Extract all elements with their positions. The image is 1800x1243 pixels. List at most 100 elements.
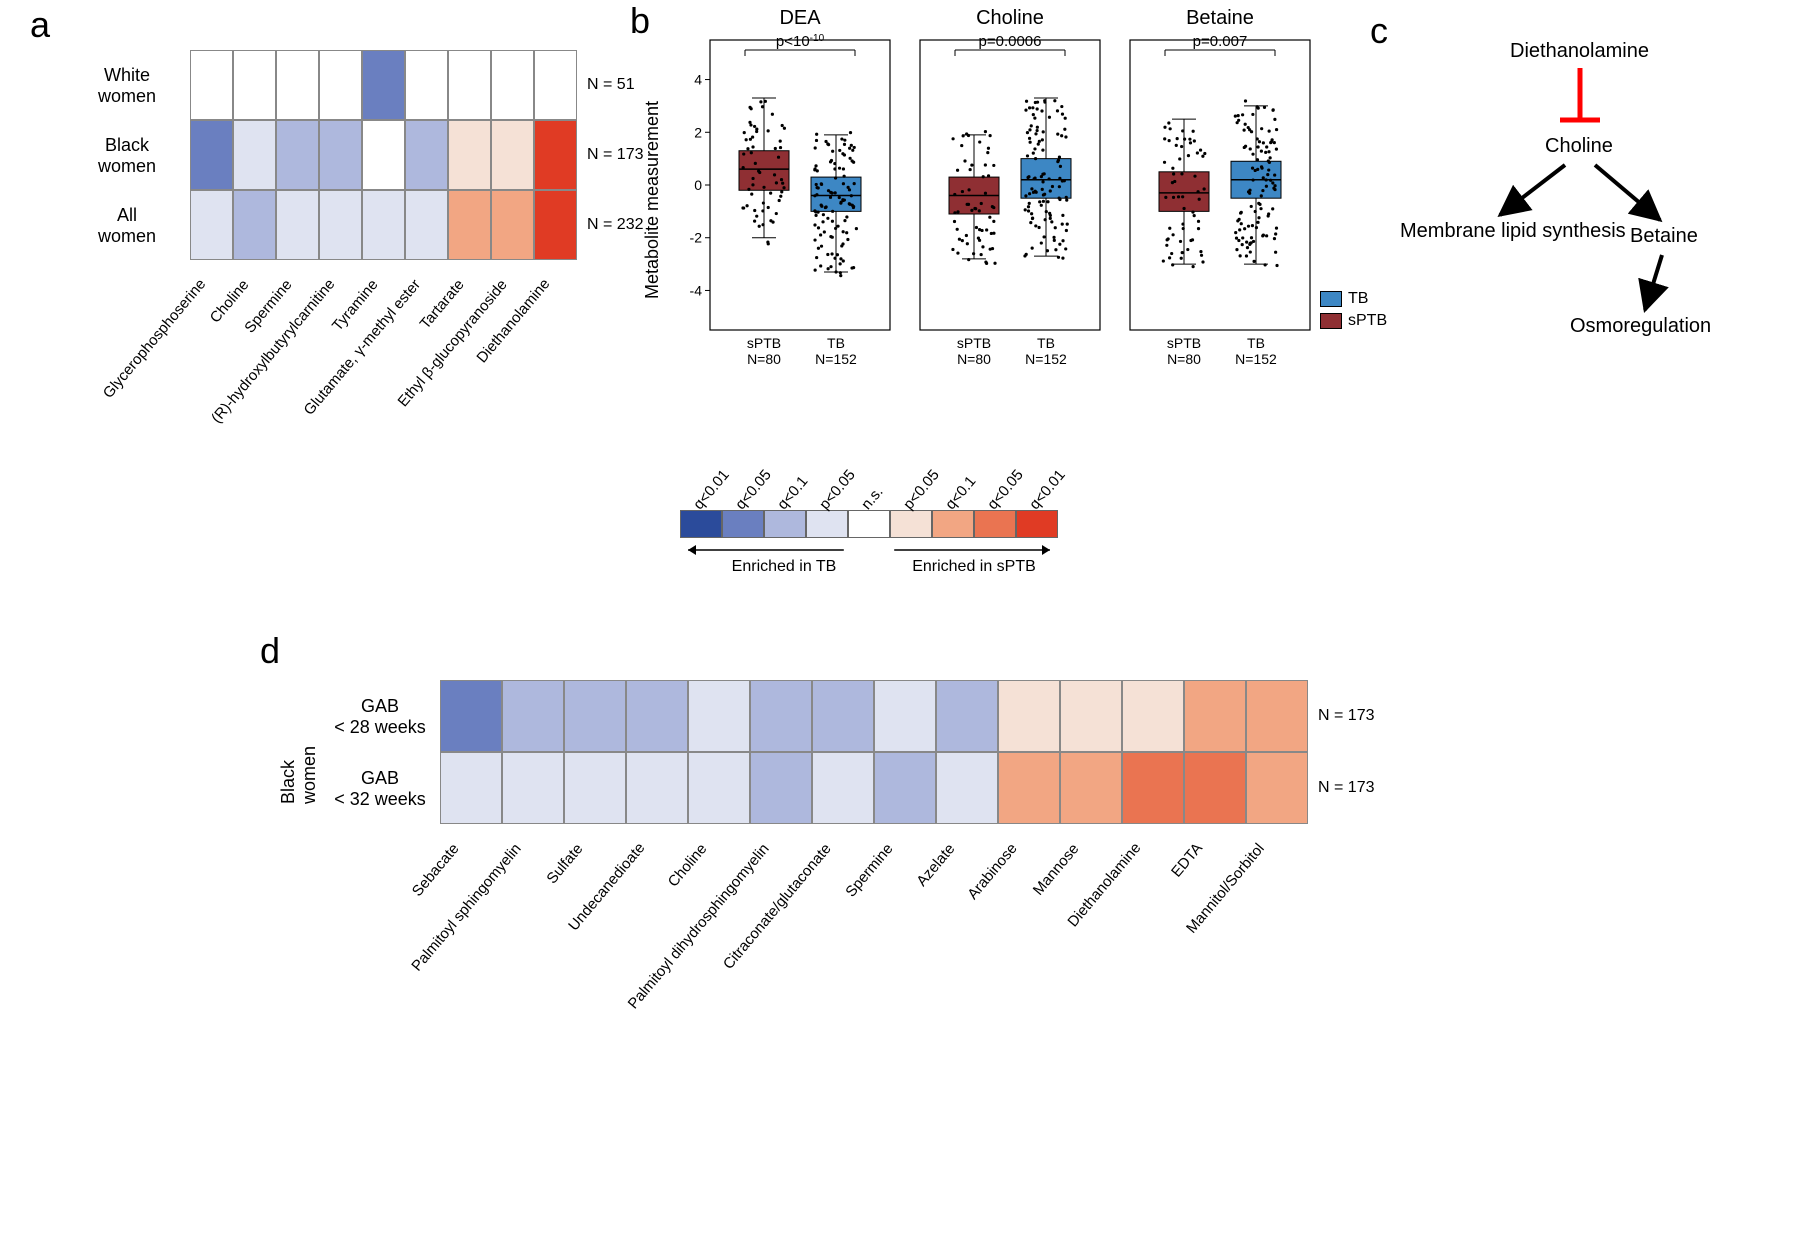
- boxplot-title: DEA: [779, 7, 821, 29]
- heatmap-col-label: Sebacate: [402, 840, 463, 908]
- heatmap-cell: [998, 752, 1060, 824]
- boxplot-title: Choline: [976, 7, 1044, 29]
- group-n: N=80: [1167, 351, 1201, 367]
- heatmap-col-label: Mannose: [1027, 840, 1082, 901]
- colorbar-label: q<0.01: [690, 467, 733, 513]
- y-tick-label: -2: [690, 230, 703, 246]
- heatmap-row-label: GAB< 28 weeks: [330, 696, 430, 738]
- box: [1159, 172, 1209, 212]
- heatmap-cell: [440, 680, 502, 752]
- colorbar-label: p<0.05: [816, 467, 859, 513]
- group-label: TB: [1037, 335, 1055, 351]
- heatmap-cell: [491, 190, 534, 260]
- heatmap-cell: [448, 50, 491, 120]
- boxplot-svg: Metabolite measurementDEA-4-2024p<10-10s…: [640, 0, 1320, 400]
- legend-item: TB: [1320, 290, 1387, 308]
- y-tick-label: 0: [694, 177, 702, 193]
- heatmap-cell: [1060, 680, 1122, 752]
- heatmap-cell: [233, 190, 276, 260]
- colorbar-label: q<0.05: [732, 467, 775, 513]
- heatmap-col-label: Sulfate: [531, 840, 586, 901]
- y-axis-label: Metabolite measurement: [642, 101, 662, 299]
- legend-item: sPTB: [1320, 312, 1387, 330]
- heatmap-cell: [874, 752, 936, 824]
- heatmap-n-label: N = 173: [1318, 779, 1374, 797]
- heatmap-cell: [405, 50, 448, 120]
- heatmap-cell: [1184, 680, 1246, 752]
- heatmap-col-label: Azelate: [903, 840, 958, 901]
- heatmap-cell: [233, 120, 276, 190]
- colorbar-cell: [848, 510, 890, 538]
- heatmap-cell: [276, 120, 319, 190]
- colorbar-cell: [764, 510, 806, 538]
- heatmap-cell: [440, 752, 502, 824]
- panel-c-label: c: [1370, 10, 1388, 52]
- heatmap-cell: [688, 680, 750, 752]
- panel-a-label: a: [30, 4, 50, 46]
- heatmap-cell: [362, 50, 405, 120]
- heatmap-row-label: Allwomen: [72, 205, 182, 247]
- heatmap-cell: [564, 752, 626, 824]
- legend-swatch: [1320, 313, 1342, 329]
- heatmap-cell: [1060, 752, 1122, 824]
- legend-swatch: [1320, 291, 1342, 307]
- group-n: N=80: [957, 351, 991, 367]
- heatmap-cell: [190, 50, 233, 120]
- heatmap-cell: [448, 190, 491, 260]
- y-tick-label: -4: [690, 282, 703, 298]
- y-tick-label: 2: [694, 124, 702, 140]
- p-value: p=0.007: [1193, 33, 1248, 50]
- colorbar-cell: [974, 510, 1016, 538]
- heatmap-group-label: Black women: [278, 700, 320, 804]
- heatmap-cell: [405, 120, 448, 190]
- colorbar-cell: [806, 510, 848, 538]
- colorbar-cell: [1016, 510, 1058, 538]
- heatmap-n-label: N = 173: [587, 146, 643, 164]
- color-legend: q<0.01q<0.05q<0.1p<0.05n.s.p<0.05q<0.1q<…: [680, 440, 1180, 608]
- group-label: sPTB: [957, 335, 991, 351]
- group-label: TB: [1247, 335, 1265, 351]
- heatmap-cell: [1246, 752, 1308, 824]
- colorbar-cell: [890, 510, 932, 538]
- group-n: N=152: [815, 351, 857, 367]
- colorbar-label: q<0.1: [774, 473, 811, 513]
- heatmap-row-label: Whitewomen: [72, 65, 182, 107]
- pathway-svg: [1400, 10, 1760, 340]
- panel-b: b Metabolite measurementDEA-4-2024p<10-1…: [640, 0, 1360, 400]
- heatmap-col-label: Spermine: [836, 840, 897, 908]
- heatmap-cell: [564, 680, 626, 752]
- heatmap-cell: [502, 752, 564, 824]
- boxplot-title: Betaine: [1186, 7, 1254, 29]
- heatmap-cell: [1122, 752, 1184, 824]
- heatmap-cell: [319, 190, 362, 260]
- boxplot-legend: TB sPTB: [1320, 290, 1387, 334]
- colorbar-left-label: Enriched in TB: [700, 558, 868, 576]
- heatmap-cell: [812, 752, 874, 824]
- heatmap-col-label: Choline: [655, 840, 710, 901]
- colorbar-cell: [680, 510, 722, 538]
- heatmap-cell: [491, 50, 534, 120]
- p-value: p=0.0006: [979, 33, 1042, 50]
- heatmap-cell: [405, 190, 448, 260]
- heatmap-cell: [626, 680, 688, 752]
- colorbar-label: q<0.1: [942, 473, 979, 513]
- panel-d-label: d: [260, 630, 280, 672]
- colorbar-label: q<0.01: [1026, 467, 1069, 513]
- colorbar-right-label: Enriched in sPTB: [890, 558, 1058, 576]
- group-n: N=80: [747, 351, 781, 367]
- group-label: sPTB: [747, 335, 781, 351]
- heatmap-col-label: EDTA: [1166, 840, 1206, 883]
- pathway-choline: Choline: [1545, 135, 1613, 158]
- heatmap-cell: [1122, 680, 1184, 752]
- pathway-betaine: Betaine: [1630, 225, 1698, 248]
- colorbar-cell: [932, 510, 974, 538]
- heatmap-cell: [276, 190, 319, 260]
- heatmap-cell: [233, 50, 276, 120]
- heatmap-a: WhitewomenN = 51BlackwomenN = 173Allwome…: [190, 50, 577, 260]
- heatmap-cell: [750, 680, 812, 752]
- heatmap-cell: [626, 752, 688, 824]
- heatmap-cell: [319, 50, 362, 120]
- pathway-osmo: Osmoregulation: [1570, 315, 1711, 338]
- heatmap-cell: [874, 680, 936, 752]
- heatmap-col-label: (R)-hydroxylbutyrylcarnitine: [175, 276, 338, 466]
